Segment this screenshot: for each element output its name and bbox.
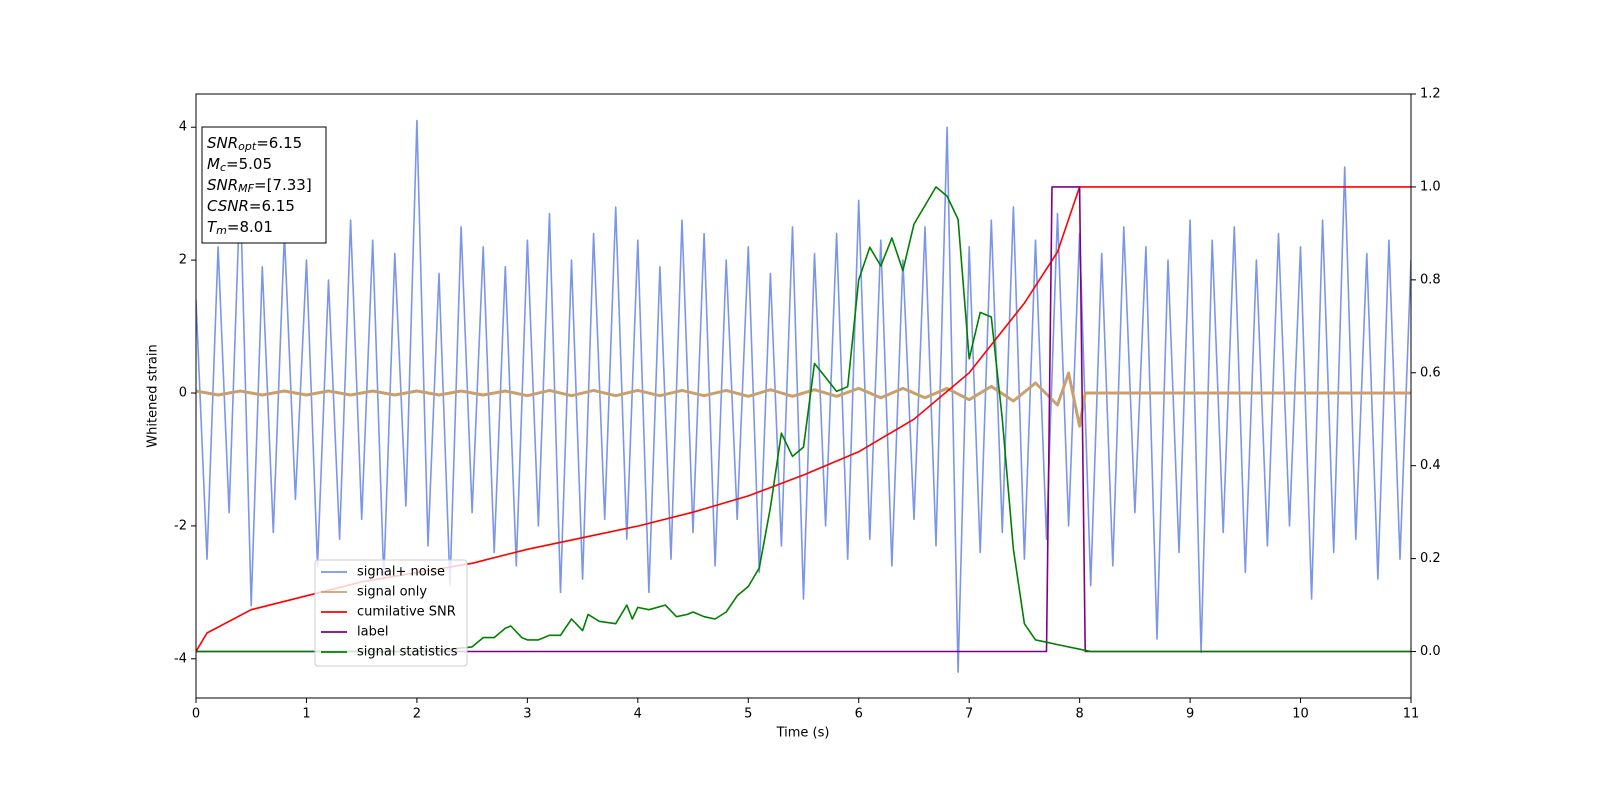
x-tick-label: 11	[1403, 707, 1420, 722]
legend-label: signal statistics	[357, 645, 458, 660]
annotation-line: CSNR=6.15	[207, 197, 295, 215]
x-tick-label: 6	[855, 707, 863, 722]
annotation-symbol: SNR	[207, 134, 238, 152]
annotation-symbol: SNR	[207, 176, 238, 194]
y-tick-label: 4	[179, 120, 187, 135]
plot-frame	[195, 93, 1412, 699]
legend-label: signal+ noise	[357, 565, 445, 580]
x-tick-label: 10	[1292, 707, 1309, 722]
x-tick-label: 9	[1186, 707, 1194, 722]
series-line	[196, 371, 1411, 428]
y2-tick-label: 0.6	[1420, 365, 1441, 380]
annotation-value: =[7.33]	[254, 176, 312, 194]
annotation-line: SNRMF=[7.33]	[207, 176, 312, 196]
annotation-subscript: c	[220, 161, 226, 174]
y-axis-label: Whitened strain	[146, 344, 161, 447]
y2-tick-label: 0.2	[1420, 551, 1441, 566]
annotation-symbol: M	[207, 155, 220, 173]
x-tick-label: 2	[413, 707, 421, 722]
annotation-line: Mc=5.05	[207, 155, 272, 175]
y-tick-label: 2	[179, 253, 187, 268]
annotation-line: Tm=8.01	[207, 218, 273, 238]
x-tick-label: 1	[302, 707, 310, 722]
x-axis-label: Time (s)	[776, 726, 830, 741]
y-tick-label: 0	[179, 386, 187, 401]
x-tick-label: 0	[192, 707, 200, 722]
y2-tick-label: 0.4	[1420, 458, 1441, 473]
annotation-box	[201, 126, 327, 244]
annotation-value: =6.15	[249, 197, 295, 215]
x-tick-label: 8	[1075, 707, 1083, 722]
legend-label: cumilative SNR	[357, 605, 456, 620]
annotation-value: =6.15	[256, 134, 302, 152]
legend-label: signal only	[357, 585, 427, 600]
y-tick-label: -2	[174, 518, 187, 533]
annotation-subscript: opt	[238, 140, 257, 153]
annotation-value: =8.01	[227, 218, 273, 236]
y2-tick-label: 1.2	[1420, 87, 1441, 102]
x-tick-label: 5	[744, 707, 752, 722]
x-tick-label: 3	[523, 707, 531, 722]
annotation-symbol: T	[207, 218, 218, 236]
legend-label: label	[357, 625, 388, 640]
annotation-symbol: CSNR	[207, 197, 249, 215]
x-tick-label: 7	[965, 707, 973, 722]
annotation-line: SNRopt=6.15	[207, 134, 302, 154]
series-line	[196, 119, 1411, 673]
x-tick-label: 4	[634, 707, 642, 722]
legend-box	[314, 559, 468, 667]
y2-tick-label: 0.8	[1420, 272, 1441, 287]
annotation-value: =5.05	[226, 155, 272, 173]
annotation-subscript: m	[216, 224, 227, 237]
y2-tick-label: 0.0	[1420, 644, 1441, 659]
annotation-subscript: MF	[238, 182, 254, 195]
y2-tick-label: 1.0	[1420, 179, 1441, 194]
y-tick-label: -4	[174, 651, 187, 666]
series-line	[196, 186, 1411, 653]
